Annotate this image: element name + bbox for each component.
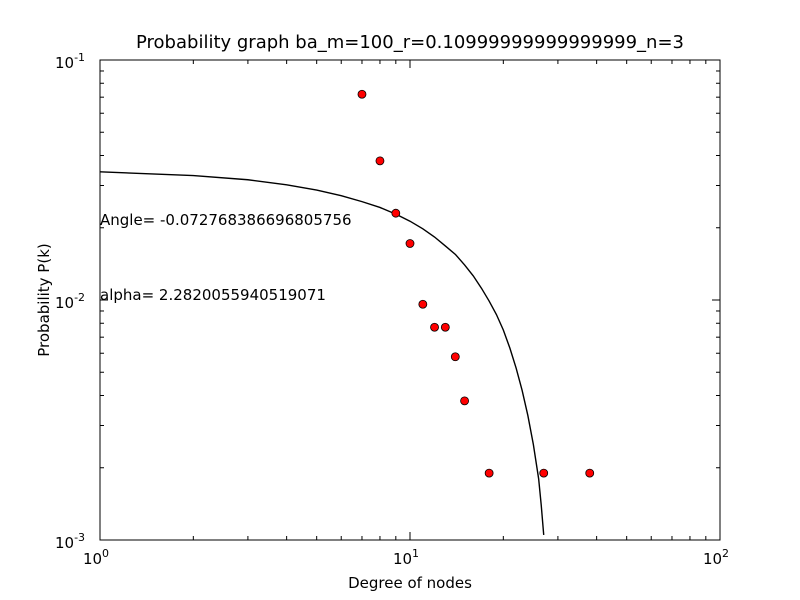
annotation-text: Angle= -0.072768386696805756 — [100, 211, 352, 229]
data-point — [405, 239, 415, 248]
data-point — [484, 468, 494, 478]
data-point — [539, 468, 549, 478]
x-axis-label: Degree of nodes — [348, 574, 472, 592]
annotation-text: alpha= 2.2820055940519071 — [100, 286, 326, 304]
series-layer — [100, 89, 595, 535]
data-point — [440, 322, 450, 332]
data-point — [460, 396, 469, 406]
data-point — [418, 299, 428, 309]
minor-ticks — [100, 60, 720, 540]
chart-title: Probability graph ba_m=100_r=0.109999999… — [136, 32, 684, 53]
fit-curve-line — [100, 171, 545, 535]
data-point — [357, 89, 367, 99]
data-point — [391, 208, 401, 218]
data-point — [450, 352, 460, 362]
plot-area — [100, 60, 720, 540]
data-point — [585, 468, 595, 478]
plot-frame — [99, 59, 721, 541]
y-axis-label: Probability P(k) — [35, 243, 53, 357]
data-point — [375, 156, 385, 166]
annotation-layer: Angle= -0.072768386696805756 alpha= 2.282… — [100, 211, 352, 304]
data-point — [430, 322, 439, 332]
